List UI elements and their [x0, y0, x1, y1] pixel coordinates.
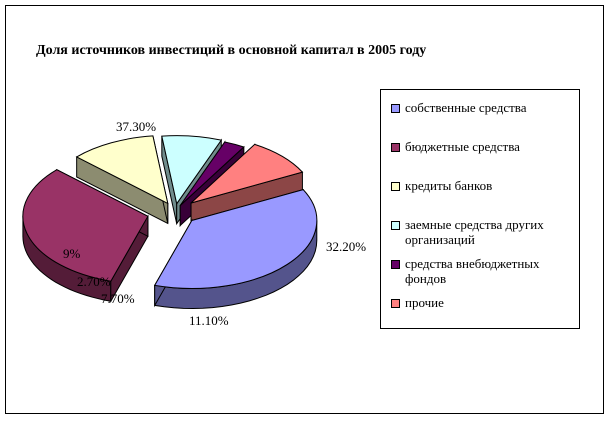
legend-item: прочие [391, 295, 576, 310]
legend-swatch [391, 221, 400, 230]
data-label: 37.30% [116, 119, 156, 134]
data-label: 32.20% [326, 239, 366, 254]
data-label: 7.70% [101, 291, 135, 306]
legend-label: заемные средства других организаций [405, 217, 544, 247]
legend-swatch [391, 182, 400, 191]
legend-swatch [391, 143, 400, 152]
legend-item: заемные средства других организаций [391, 217, 576, 247]
legend-item: бюджетные средства [391, 139, 576, 154]
chart-title: Доля источников инвестиций в основной ка… [36, 43, 427, 58]
pie-slice [153, 189, 318, 289]
pie-slice [190, 143, 304, 204]
data-label: 11.10% [189, 313, 229, 328]
data-label: 2.70% [77, 274, 111, 289]
data-label: 9% [63, 246, 81, 261]
legend-label: собственные средства [405, 100, 527, 115]
pie-slice [75, 135, 169, 205]
legend: собственные средства бюджетные средства … [380, 89, 580, 329]
slice-tops [22, 135, 318, 289]
legend-label: прочие [405, 295, 444, 310]
legend-swatch [391, 260, 400, 269]
pie-slice [179, 141, 245, 206]
legend-swatch [391, 299, 400, 308]
legend-item: кредиты банков [391, 178, 576, 193]
legend-label: кредиты банков [405, 178, 493, 193]
pie-slice [161, 135, 223, 205]
legend-swatch [391, 104, 400, 113]
legend-label: бюджетные средства [405, 139, 520, 154]
legend-item: средства внебюджетных фондов [391, 256, 576, 286]
pie-slice [22, 169, 149, 282]
legend-item: собственные средства [391, 100, 576, 115]
legend-label: средства внебюджетных фондов [405, 256, 540, 286]
